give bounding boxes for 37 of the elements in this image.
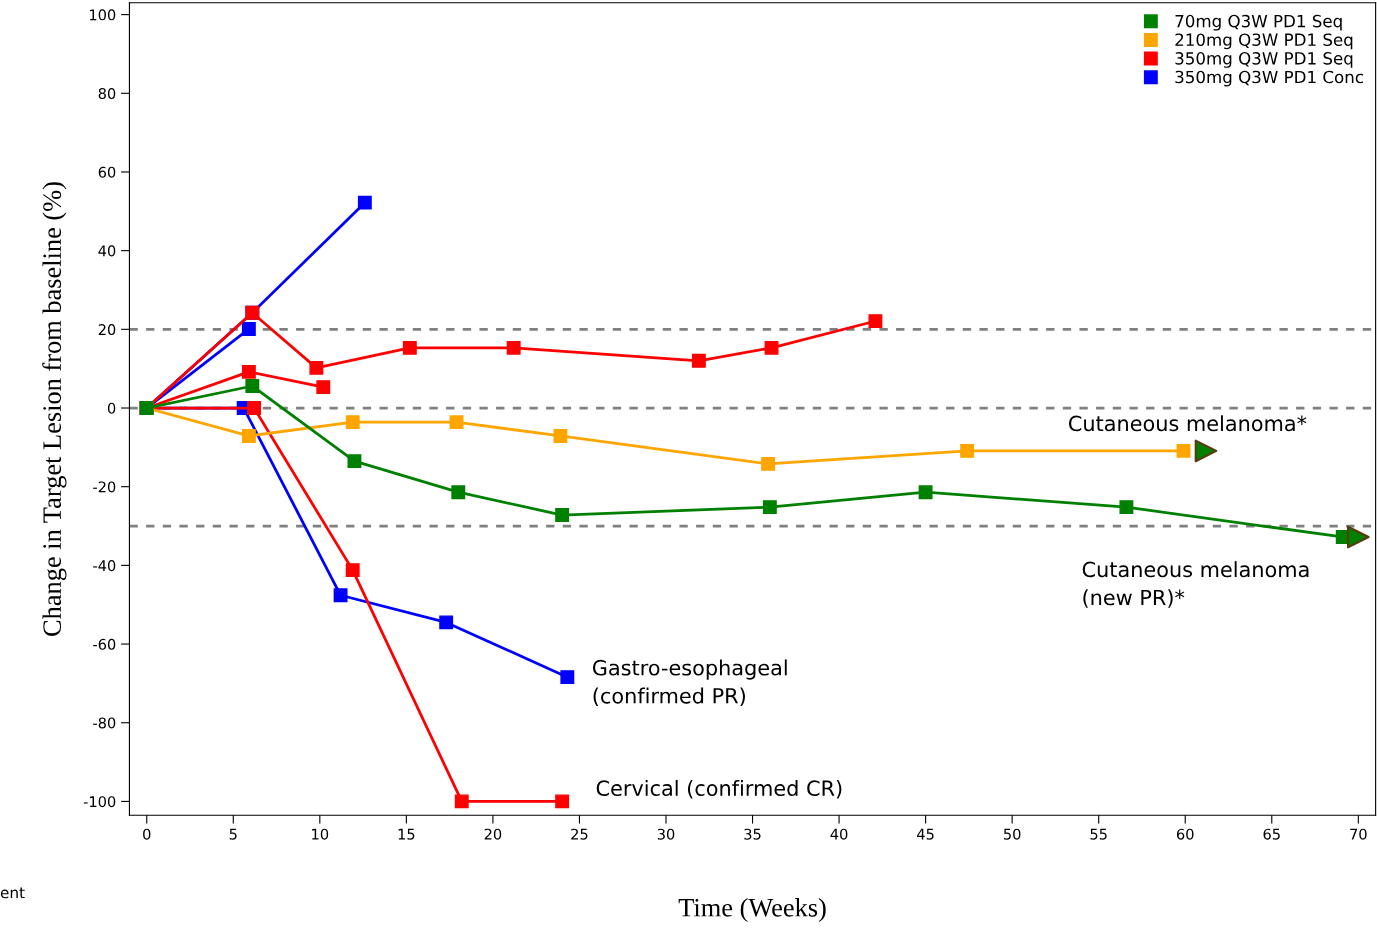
x-tick-label: 65 <box>1263 828 1280 840</box>
x-tick-label: 40 <box>830 828 848 840</box>
x-tick-label: 15 <box>398 828 415 840</box>
text: ent <box>0 887 25 899</box>
x-tick-label: 55 <box>1090 828 1107 840</box>
legend-label: 70mg Q3W PD1 Seq <box>1175 14 1342 31</box>
legend-label: 350mg Q3W PD1 Conc <box>1175 70 1363 87</box>
y-tick-label: 100 <box>90 9 116 21</box>
x-tick-label: 45 <box>917 828 934 840</box>
y-tick-label: 0 <box>107 402 116 414</box>
y-tick-label: -80 <box>93 717 116 729</box>
y-tick-label: 20 <box>98 324 116 336</box>
y-tick-label: 60 <box>98 166 116 178</box>
x-tick-label: 60 <box>1176 828 1194 840</box>
x-tick-label: 20 <box>484 828 502 840</box>
x-axis-title: Time (Weeks) <box>678 898 826 922</box>
x-tick-label: 70 <box>1350 828 1367 840</box>
annotation: Gastro-esophageal (confirmed PR) <box>592 659 787 707</box>
y-tick-label: 80 <box>98 88 116 100</box>
x-tick-label: 5 <box>229 828 237 840</box>
x-tick-label: 35 <box>744 828 761 840</box>
y-tick-label: -20 <box>93 481 116 493</box>
x-tick-label: 25 <box>571 828 588 840</box>
y-tick-label: -60 <box>93 638 116 650</box>
legend-label: 210mg Q3W PD1 Seq <box>1175 33 1353 50</box>
annotation: Cutaneous melanoma (new PR)* <box>1082 561 1309 608</box>
x-tick-label: 0 <box>143 828 151 840</box>
y-tick-label: -40 <box>93 560 116 572</box>
y-axis-title: Change in Target Lesion from baseline (%) <box>42 182 67 636</box>
x-tick-label: 50 <box>1004 828 1021 840</box>
annotation: Cutaneous melanoma* <box>1068 415 1307 432</box>
legend-label: 350mg Q3W PD1 Seq <box>1175 52 1353 68</box>
y-tick-label: -100 <box>83 796 116 808</box>
y-tick-label: 40 <box>98 245 116 257</box>
annotation: Cervical (confirmed CR) <box>596 779 842 799</box>
x-tick-label: 30 <box>657 828 675 840</box>
x-tick-label: 10 <box>312 828 329 840</box>
